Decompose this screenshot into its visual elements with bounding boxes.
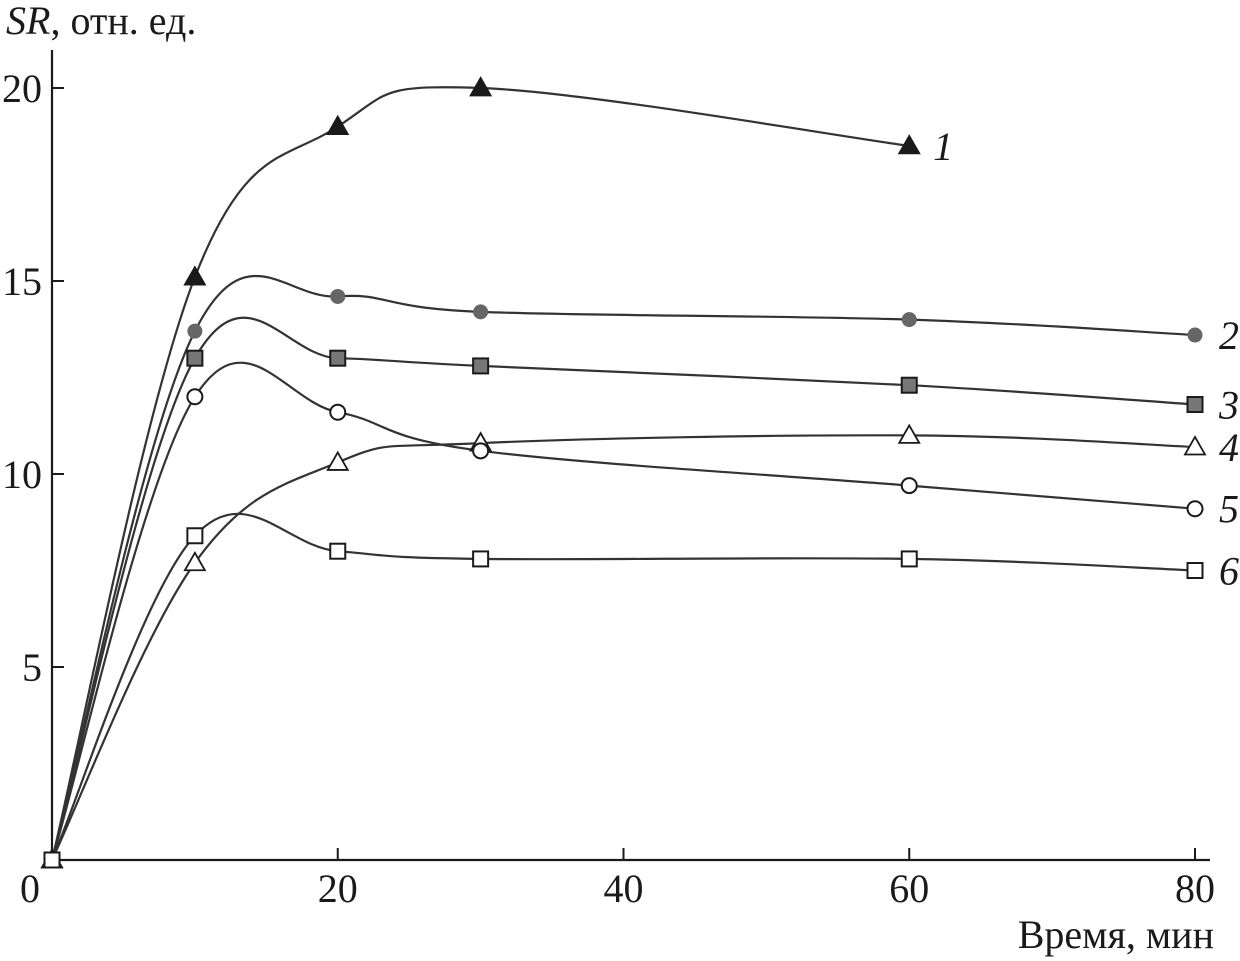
marker-5-1	[186, 388, 204, 406]
marker-5-5	[1186, 500, 1204, 518]
marker-4-4	[897, 423, 921, 444]
x-tick-label-80: 80	[1175, 866, 1215, 911]
marker-4-5	[1183, 435, 1207, 456]
series-line-5	[50, 361, 1196, 861]
marker-1-1	[183, 265, 207, 286]
x-tick-label-20: 20	[318, 866, 358, 911]
marker-3-2	[329, 349, 347, 367]
marker-3-5	[1186, 396, 1204, 414]
marker-3-3	[472, 357, 490, 375]
series-label-5: 5	[1219, 487, 1239, 532]
x-tick-label-40: 40	[604, 866, 644, 911]
series-line-1	[50, 86, 910, 861]
marker-1-4	[897, 134, 921, 155]
marker-6-1	[186, 527, 204, 545]
series-group	[50, 86, 1196, 861]
series-line-2	[50, 274, 1196, 861]
series-label-2: 2	[1219, 313, 1239, 358]
marker-6-5	[1186, 562, 1204, 579]
marker-1-2	[326, 114, 350, 136]
x-tick-label-60: 60	[889, 866, 929, 911]
axis-ticks: 0 20 40 60 80 5 10 15 20	[2, 66, 1215, 911]
marker-3-4	[900, 376, 918, 394]
marker-5-3	[472, 442, 490, 460]
y-tick-label-10: 10	[2, 452, 42, 497]
marker-5-4	[900, 477, 918, 495]
marker-4-1	[183, 550, 207, 572]
axes	[50, 50, 1210, 862]
y-axis-title: SR, отн. ед.	[6, 0, 196, 43]
y-tick-label-20: 20	[2, 66, 42, 111]
marker-2-4	[901, 312, 917, 328]
series-line-3	[50, 316, 1196, 861]
y-tick-label-15: 15	[2, 259, 42, 304]
marker-6-3	[472, 550, 490, 568]
series-label-1: 1	[933, 124, 953, 169]
marker-2-1	[187, 323, 203, 339]
marker-2-2	[330, 288, 346, 304]
marker-5-2	[329, 403, 347, 421]
marker-6-0	[43, 851, 61, 869]
y-axis-title-italic: SR	[6, 0, 50, 43]
marker-2-5	[1187, 327, 1203, 343]
series-label-6: 6	[1219, 549, 1239, 594]
markers-group	[40, 76, 1207, 869]
marker-6-4	[900, 550, 918, 568]
marker-1-3	[469, 76, 493, 97]
series-line-4	[51, 434, 1196, 861]
y-tick-label-5: 5	[22, 645, 42, 690]
y-axis-title-rest: , отн. ед.	[50, 0, 196, 43]
series-line-6	[50, 512, 1196, 861]
marker-3-1	[186, 349, 204, 367]
marker-4-2	[326, 450, 350, 471]
x-tick-label-0: 0	[20, 866, 40, 911]
marker-2-3	[473, 304, 489, 320]
series-label-4: 4	[1219, 425, 1239, 470]
x-axis-title: Время, мин	[1018, 912, 1214, 957]
series-label-3: 3	[1218, 383, 1239, 428]
marker-6-2	[329, 542, 347, 560]
series-labels: 1 2 34 5 6	[933, 124, 1239, 594]
